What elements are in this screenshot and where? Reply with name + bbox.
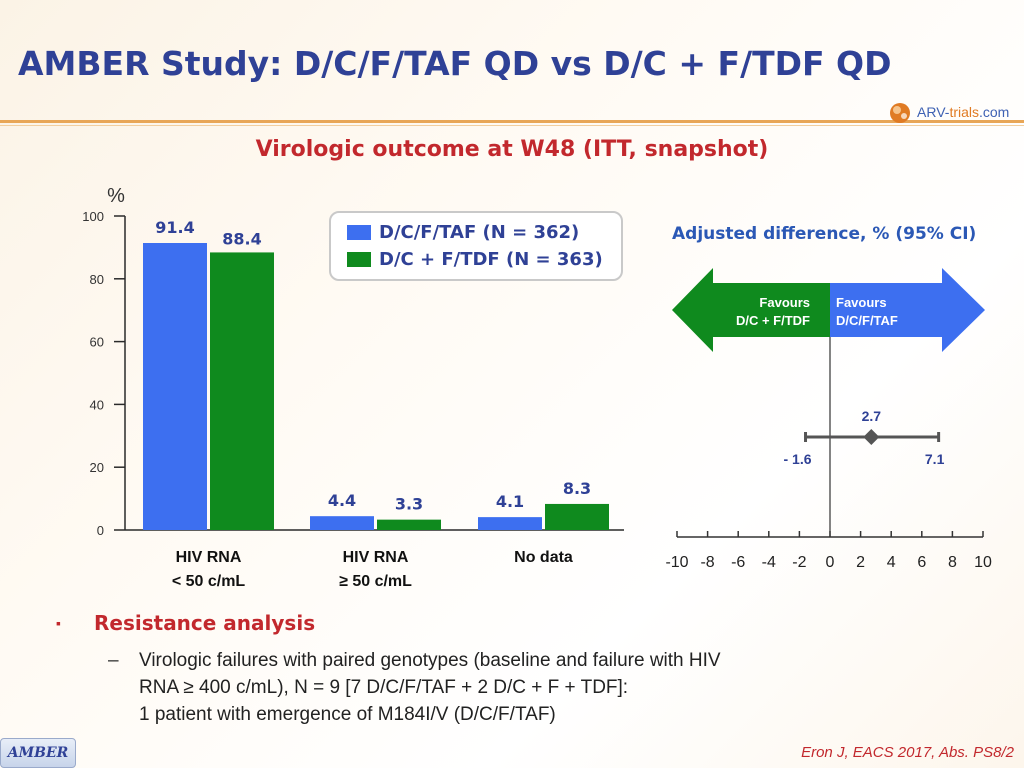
forest-x-tick-label: -4 <box>762 554 776 571</box>
bar <box>377 519 441 530</box>
legend-item-tdf: D/C + F/TDF (N = 363) <box>347 249 603 270</box>
resistance-line-1: Virologic failures with paired genotypes… <box>139 650 721 671</box>
legend-label-tdf: D/C + F/TDF (N = 363) <box>379 249 603 270</box>
study-tab[interactable]: AMBER <box>0 738 76 768</box>
legend-label-taf: D/C/F/TAF (N = 362) <box>379 222 580 243</box>
bar-value-label: 88.4 <box>222 229 261 248</box>
favours-right-label: Favours D/C/F/TAF <box>836 295 898 328</box>
bar-value-label: 4.1 <box>496 492 524 511</box>
bullet-icon: ▪ <box>56 615 61 631</box>
y-tick-label: 0 <box>97 523 104 538</box>
forest-x-tick-label: 10 <box>974 554 992 571</box>
forest-x-tick-label: -2 <box>792 554 806 571</box>
logo-text: ARV-trials.com <box>917 104 1010 120</box>
legend-swatch-taf <box>347 225 371 240</box>
bar <box>210 252 274 530</box>
y-tick-label: 60 <box>90 335 104 350</box>
bar <box>478 517 542 530</box>
forest-x-tick-label: -8 <box>700 554 714 571</box>
bar-value-label: 4.4 <box>328 491 356 510</box>
favours-left-arrow <box>672 268 830 352</box>
resistance-line-3: 1 patient with emergence of M184I/V (D/C… <box>139 704 556 725</box>
forest-x-tick-label: -6 <box>731 554 745 571</box>
title-divider-thin <box>0 125 1024 126</box>
y-tick-label: 100 <box>82 209 104 224</box>
y-axis-label: % <box>107 185 125 207</box>
chart-title: Virologic outcome at W48 (ITT, snapshot) <box>255 137 769 162</box>
bar-value-label: 91.4 <box>155 218 194 237</box>
legend-item-taf: D/C/F/TAF (N = 362) <box>347 222 579 243</box>
x-category-label: No data <box>514 549 573 566</box>
forest-x-tick-label: 0 <box>826 554 835 571</box>
forest-plot-title: Adjusted difference, % (95% CI) <box>672 224 977 244</box>
bar <box>310 516 374 530</box>
forest-x-tick-label: 2 <box>856 554 865 571</box>
y-tick-label: 80 <box>90 272 104 287</box>
favours-left-label: Favours D/C + F/TDF <box>735 295 810 328</box>
forest-x-tick-label: 4 <box>887 554 896 571</box>
citation: Eron J, EACS 2017, Abs. PS8/2 <box>801 744 1014 761</box>
resistance-line-2: RNA ≥ 400 c/mL), N = 9 [7 D/C/F/TAF + 2 … <box>139 677 629 698</box>
bar <box>545 503 609 530</box>
slide-title: AMBER Study: D/C/F/TAF QD vs D/C + F/TDF… <box>18 44 892 83</box>
estimate-label: 2.7 <box>862 408 882 424</box>
ci-low-label: - 1.6 <box>784 451 812 467</box>
bar-value-label: 3.3 <box>395 495 423 514</box>
favours-right-arrow <box>830 268 985 352</box>
bar <box>143 243 207 530</box>
y-tick-label: 20 <box>90 460 104 475</box>
x-category-label: HIV RNA < 50 c/mL <box>172 549 246 590</box>
chart-legend: D/C/F/TAF (N = 362) D/C + F/TDF (N = 363… <box>329 211 623 281</box>
y-tick-label: 40 <box>90 397 104 412</box>
resistance-heading: Resistance analysis <box>94 611 316 635</box>
ci-high-label: 7.1 <box>925 451 945 467</box>
dash-bullet-icon: – <box>108 650 119 671</box>
legend-swatch-tdf <box>347 252 371 267</box>
arv-trials-logo-icon <box>890 103 910 123</box>
x-category-label: HIV RNA ≥ 50 c/mL <box>339 549 412 590</box>
title-divider <box>0 120 1024 123</box>
forest-x-tick-label: 8 <box>948 554 957 571</box>
forest-x-tick-label: 6 <box>917 554 926 571</box>
bar-value-label: 8.3 <box>563 479 591 498</box>
estimate-point <box>863 429 880 445</box>
forest-x-tick-label: -10 <box>665 554 688 571</box>
